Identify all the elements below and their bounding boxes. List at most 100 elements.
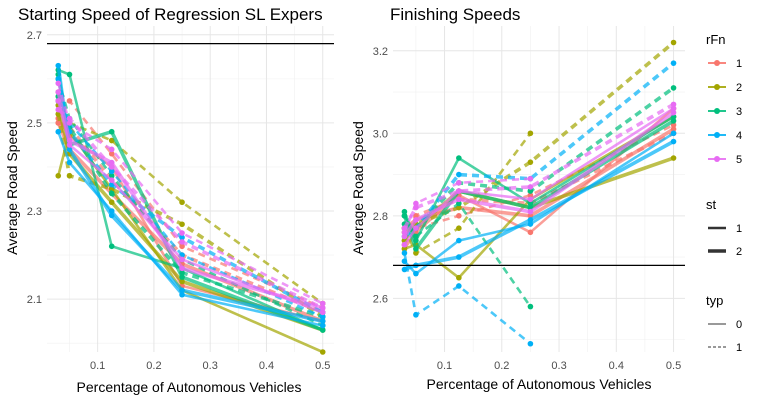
x-tick-label: 0.3 <box>551 360 566 372</box>
y-tick-label: 2.1 <box>27 294 42 306</box>
data-point-rfn5 <box>179 256 185 263</box>
data-point-rfn4 <box>66 146 73 153</box>
data-point-rfn5 <box>55 80 62 87</box>
data-point-rfn5 <box>66 115 73 122</box>
data-point-rfn5 <box>670 101 677 108</box>
data-point-rfn5 <box>319 309 326 316</box>
data-point-rfn1 <box>456 213 462 219</box>
y-tick-label: 3.2 <box>373 46 388 58</box>
data-point-rfn5 <box>527 208 534 215</box>
data-point-rfn2 <box>108 137 115 144</box>
legend-rfn: rFn 1 2 3 4 5 <box>706 32 742 166</box>
data-point-rfn2 <box>527 159 534 165</box>
data-point-rfn5 <box>179 239 185 245</box>
legend-rfn-swatch-point <box>714 132 720 138</box>
data-point-rfn1 <box>55 120 62 126</box>
data-point-rfn2 <box>55 172 62 179</box>
data-point-rfn5 <box>319 300 326 307</box>
legend-typ-label: 0 <box>736 319 742 331</box>
data-point-rfn5 <box>108 177 115 183</box>
data-point-rfn4 <box>456 254 462 260</box>
legend-st-title: st <box>706 197 717 212</box>
data-point-rfn4 <box>456 283 462 289</box>
data-point-rfn5 <box>179 230 185 236</box>
data-point-rfn2 <box>413 250 419 256</box>
x-tick-label: 0.3 <box>203 360 218 372</box>
data-point-rfn2 <box>319 349 326 355</box>
data-point-rfn5 <box>401 233 408 240</box>
legend-typ-label: 1 <box>736 342 742 354</box>
data-point-rfn1 <box>413 213 419 219</box>
data-point-rfn2 <box>401 246 408 252</box>
data-point-rfn4 <box>55 76 62 82</box>
data-point-rfn1 <box>108 150 115 157</box>
legend-rfn-swatch-point <box>714 60 720 66</box>
right-x-axis-label: Percentage of Autonomous Vehicles <box>427 376 652 392</box>
legend-rfn-title: rFn <box>706 32 726 47</box>
data-point-rfn5 <box>108 164 115 170</box>
data-point-rfn3 <box>108 172 115 179</box>
data-point-rfn3 <box>66 71 73 78</box>
data-point-rfn5 <box>401 229 408 236</box>
right-y-axis-label: Average Road Speed <box>350 121 366 255</box>
data-point-rfn4 <box>319 322 326 329</box>
data-point-rfn4 <box>413 270 419 277</box>
data-point-rfn2 <box>179 199 185 206</box>
data-point-rfn1 <box>670 126 677 132</box>
data-point-rfn3 <box>401 208 408 215</box>
data-point-rfn4 <box>527 221 534 227</box>
data-point-rfn1 <box>527 192 534 198</box>
legend-rfn-label: 3 <box>736 106 742 118</box>
x-tick-label: 0.5 <box>315 360 330 372</box>
data-point-rfn2 <box>527 130 534 137</box>
data-point-rfn5 <box>456 188 462 194</box>
legend-st: st 1 2 <box>706 197 742 258</box>
legend-typ-title: typ <box>706 293 723 308</box>
data-point-rfn4 <box>670 60 677 66</box>
left-chart-plot-area: 0.1 0.2 0.3 0.4 0.5 2.1 2.3 2.5 2.7 <box>27 26 334 372</box>
data-point-rfn3 <box>413 246 419 252</box>
data-point-rfn5 <box>670 109 677 116</box>
data-point-rfn5 <box>66 137 73 144</box>
data-point-rfn3 <box>527 188 534 194</box>
data-point-rfn3 <box>456 200 462 207</box>
legend-st-label: 1 <box>736 223 742 235</box>
data-point-rfn3 <box>413 233 419 240</box>
data-point-rfn5 <box>55 89 62 95</box>
data-point-rfn4 <box>55 62 62 69</box>
data-point-rfn5 <box>456 180 462 186</box>
series-line-rfn5-st1-typ1 <box>403 177 531 233</box>
data-point-rfn3 <box>670 85 677 91</box>
data-point-rfn5 <box>413 204 419 211</box>
data-point-rfn3 <box>401 213 408 219</box>
right-chart-plot-area: 0.1 0.2 0.3 0.4 0.5 2.6 2.8 3.0 3.2 <box>373 26 685 372</box>
data-point-rfn4 <box>527 217 534 223</box>
y-tick-label: 2.6 <box>373 293 388 305</box>
y-tick-label: 2.5 <box>27 118 42 130</box>
legend-rfn-label: 4 <box>736 130 742 142</box>
data-point-rfn4 <box>55 128 62 135</box>
legend-st-label: 2 <box>736 246 742 258</box>
x-tick-label: 0.2 <box>494 360 509 372</box>
data-point-rfn2 <box>670 155 677 161</box>
data-point-rfn4 <box>670 130 677 137</box>
left-y-axis-label: Average Road Speed <box>4 121 20 255</box>
data-point-rfn3 <box>670 118 677 124</box>
data-point-rfn4 <box>319 313 326 320</box>
x-tick-label: 0.5 <box>666 360 681 372</box>
data-point-rfn5 <box>401 225 408 232</box>
data-point-rfn2 <box>179 278 185 285</box>
data-point-rfn2 <box>456 204 462 211</box>
data-point-rfn2 <box>456 225 462 232</box>
y-tick-label: 3.0 <box>373 128 388 140</box>
data-point-rfn4 <box>179 287 185 294</box>
series-line-rfn5-st2-typ1 <box>402 102 675 230</box>
data-point-rfn3 <box>179 269 185 276</box>
data-point-rfn1 <box>66 98 73 104</box>
data-point-rfn5 <box>319 305 326 311</box>
x-tick-label: 0.2 <box>146 360 161 372</box>
legend-rfn-label: 2 <box>736 82 742 94</box>
data-point-rfn4 <box>527 340 534 347</box>
legend-typ: typ 0 1 <box>706 293 742 354</box>
data-point-rfn3 <box>527 303 534 310</box>
